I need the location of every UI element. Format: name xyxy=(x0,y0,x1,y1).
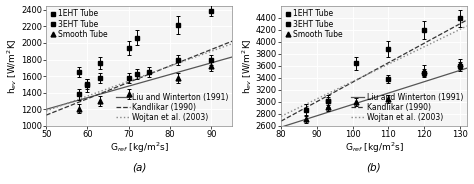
X-axis label: G$_{ref}$ [kg/m$^2$s]: G$_{ref}$ [kg/m$^2$s] xyxy=(109,141,168,155)
Legend: Liu and Winterton (1991), Kandlikar (1990), Wojtan et al. (2003): Liu and Winterton (1991), Kandlikar (199… xyxy=(349,91,465,124)
Text: (b): (b) xyxy=(367,162,381,172)
Legend: Liu and Winterton (1991), Kandlikar (1990), Wojtan et al. (2003): Liu and Winterton (1991), Kandlikar (199… xyxy=(114,91,230,124)
Y-axis label: h$_{ev}$ [W/m$^2$K]: h$_{ev}$ [W/m$^2$K] xyxy=(6,38,19,94)
Text: (a): (a) xyxy=(132,162,146,172)
Y-axis label: h$_{ev}$ [W/m$^2$K]: h$_{ev}$ [W/m$^2$K] xyxy=(240,38,254,94)
X-axis label: G$_{ref}$ [kg/m$^2$s]: G$_{ref}$ [kg/m$^2$s] xyxy=(345,141,403,155)
